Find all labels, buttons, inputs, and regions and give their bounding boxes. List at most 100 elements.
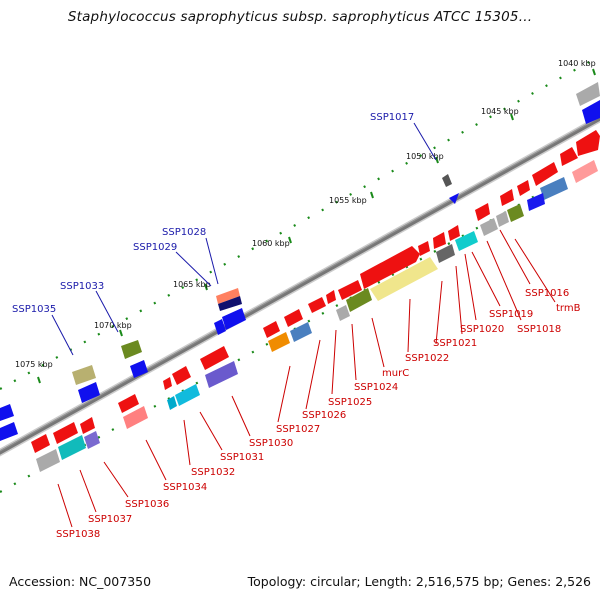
gene-label[interactable]: SSP1031 — [220, 452, 264, 463]
gene-outer-1 — [576, 82, 600, 106]
gene-SSP1027b — [308, 297, 326, 313]
gene-inner-13 — [268, 332, 290, 352]
gene-SSP1025 — [418, 241, 430, 256]
forward-genes[interactable] — [31, 130, 600, 453]
gene-label[interactable]: SSP1026 — [302, 410, 346, 421]
gene-label[interactable]: SSP1032 — [191, 467, 235, 478]
gene-SSP1034 — [172, 366, 191, 385]
gene-label[interactable]: SSP1029 — [133, 242, 177, 253]
gene-label[interactable]: SSP1018 — [517, 324, 561, 335]
gene-label[interactable]: SSP1035 — [12, 304, 56, 315]
gene-inner-14 — [205, 361, 238, 388]
gene-SSP1037b — [53, 422, 78, 444]
major-tick — [37, 376, 41, 384]
gene-SSP1028-b — [218, 296, 242, 311]
gene-inner-17 — [123, 406, 148, 429]
gene-SSP1026 — [338, 280, 362, 300]
major-tick — [435, 156, 439, 164]
gene-inner-18 — [84, 431, 100, 449]
major-tick — [119, 329, 123, 337]
gene-label[interactable]: SSP1033 — [60, 281, 104, 292]
gene-inner-12 — [290, 322, 312, 342]
gene-SSP1037 — [80, 417, 95, 434]
major-tick — [370, 191, 374, 199]
major-tick — [510, 113, 514, 121]
gene-SSP1028-a — [216, 288, 240, 304]
gene-inner-9 — [370, 257, 438, 301]
inner-genes[interactable] — [36, 160, 598, 472]
major-tick — [288, 236, 292, 244]
gene-label[interactable]: trmB — [556, 303, 581, 314]
gene-SSP1035 — [72, 365, 96, 385]
gene-label[interactable]: SSP1020 — [460, 324, 504, 335]
gene-inner-5 — [496, 211, 509, 227]
gene-inner-6 — [480, 218, 498, 236]
gene-SSP1036 — [118, 394, 139, 413]
gene-inner-11 — [336, 305, 350, 321]
gene-outer-blue-1 — [130, 360, 148, 378]
gene-SSP1030 — [284, 309, 303, 327]
gene-label[interactable]: SSP1022 — [405, 353, 449, 364]
gene-SSP1017-arrow — [449, 193, 459, 204]
gene-SSP1038 — [31, 434, 50, 453]
gene-outer-2 — [582, 100, 600, 124]
major-tick — [592, 68, 596, 76]
accession-text: Accession: NC_007350 — [9, 574, 152, 589]
scale-ticks-outer — [0, 55, 600, 390]
gene-label[interactable]: SSP1025 — [328, 397, 372, 408]
gene-SSP1019 — [517, 180, 530, 196]
gene-label[interactable]: SSP1028 — [162, 227, 206, 238]
gene-label[interactable]: SSP1019 — [489, 309, 533, 320]
scale-label: 1070 kbp — [94, 321, 132, 330]
topology-text: Topology: circular; Length: 2,516,575 bp… — [247, 574, 591, 589]
gene-label[interactable]: SSP1024 — [354, 382, 398, 393]
gene-label[interactable]: SSP1017 — [370, 112, 414, 123]
gene-SSP1027 — [326, 290, 336, 304]
gene-SSP1024 — [433, 232, 446, 249]
gene-SSP1031 — [263, 321, 280, 338]
gene-SSP1017-mark — [442, 174, 452, 187]
scale-label: 1075 kbp — [15, 360, 53, 369]
scale-label: 1055 kbp — [329, 196, 367, 205]
gene-label[interactable]: SSP1037 — [88, 514, 132, 525]
gene-inner-4 — [507, 204, 524, 222]
scale-label: 1060 kbp — [252, 239, 290, 248]
backbone — [0, 114, 600, 457]
gene-SSP1032 — [200, 346, 229, 370]
gene-label[interactable]: SSP1030 — [249, 438, 293, 449]
scale-labels: 1040 kbp 1045 kbp 1050 kbp 1055 kbp 1060… — [15, 59, 596, 369]
gene-label[interactable]: murC — [382, 368, 409, 379]
outer-genes[interactable] — [0, 82, 600, 441]
gene-SSP1022 — [448, 225, 460, 241]
gene-murC — [360, 246, 420, 289]
gene-label[interactable]: SSP1038 — [56, 529, 100, 540]
scale-label: 1050 kbp — [406, 152, 444, 161]
gene-SSP1018 — [532, 162, 558, 186]
gene-SSP1020 — [500, 189, 514, 206]
lower-gene-labels: trmB SSP1016 SSP1018 SSP1019 SSP1020 SSP… — [56, 288, 581, 540]
scale-label: 1040 kbp — [558, 59, 596, 68]
gene-inner-20 — [36, 449, 60, 472]
gene-inner-8 — [436, 244, 455, 263]
gene-outer-blue-3 — [0, 404, 14, 421]
gene-SSP1021 — [475, 203, 490, 221]
gene-inner-19 — [58, 435, 86, 460]
gene-inner-7 — [455, 231, 478, 251]
gene-inner-2 — [540, 177, 568, 200]
gene-inner-1 — [572, 160, 598, 183]
gene-label[interactable]: SSP1021 — [433, 338, 477, 349]
gene-SSP1029-a — [222, 308, 246, 330]
gene-outer-blue-2 — [78, 382, 100, 403]
map-title: Staphylococcus saprophyticus subsp. sapr… — [67, 9, 533, 25]
gene-SSP1016 — [560, 147, 578, 166]
gene-label[interactable]: SSP1036 — [125, 499, 169, 510]
scale-label: 1065 kbp — [173, 280, 211, 289]
leader-lines — [51, 122, 556, 528]
gene-SSP1033 — [121, 340, 142, 359]
gene-inner-16 — [167, 396, 177, 410]
gene-label[interactable]: SSP1027 — [276, 424, 320, 435]
gene-label[interactable]: SSP1016 — [525, 288, 569, 299]
gene-label[interactable]: SSP1034 — [163, 482, 207, 493]
gene-inner-10 — [346, 288, 372, 312]
